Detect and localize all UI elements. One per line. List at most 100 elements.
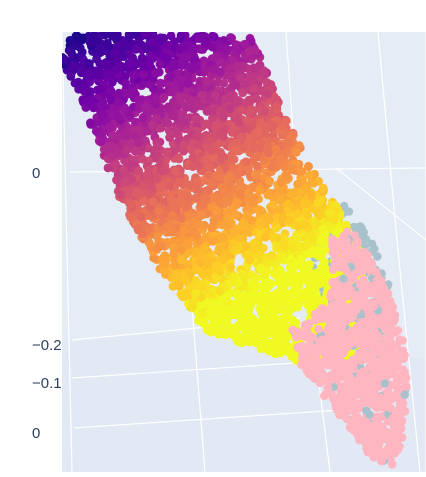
scatter-point-secondary (367, 400, 377, 409)
scatter-point-secondary (309, 372, 318, 381)
scatter-point (263, 142, 273, 151)
scatter-point (201, 155, 210, 165)
scatter-point (234, 118, 244, 128)
scatter-point (275, 297, 284, 307)
scatter-point-secondary (392, 393, 402, 402)
scatter-point (86, 118, 95, 128)
scatter-point (221, 282, 230, 292)
scatter-point-secondary (339, 246, 349, 256)
scatter-point-secondary (347, 272, 356, 282)
scatter-point (305, 249, 315, 259)
scatter-point (102, 60, 112, 70)
scatter-point-secondary (336, 325, 346, 335)
scatter-point (121, 131, 130, 140)
scatter-point (306, 190, 316, 199)
scatter-point (229, 227, 239, 237)
scatter-point (241, 157, 251, 167)
scatter-point-secondary (393, 431, 403, 441)
scatter-point (170, 166, 180, 176)
scatter-point (69, 61, 78, 71)
scatter-point (131, 44, 141, 54)
scatter-point (208, 113, 217, 123)
scatter-point (142, 126, 152, 136)
scatter-point (232, 198, 242, 207)
scatter-point (237, 269, 246, 279)
scatter-point (183, 78, 193, 88)
scatter-point (114, 98, 123, 107)
scatter-point (235, 190, 245, 199)
scatter-point-secondary (392, 382, 401, 391)
scatter-point (202, 77, 212, 87)
scatter-point-secondary (357, 250, 366, 259)
scatter-point (198, 309, 207, 319)
scatter-point-secondary (400, 367, 409, 377)
scatter-point-secondary (385, 321, 395, 330)
grid-line (395, 229, 421, 473)
scatter-point (138, 113, 148, 123)
scatter-point-secondary (347, 423, 356, 433)
scatter-point (112, 175, 121, 185)
scatter-point (255, 185, 265, 195)
scatter-point (95, 84, 105, 94)
scatter-point (281, 313, 291, 323)
scatter-point-secondary (353, 413, 362, 422)
scatter-point (98, 110, 108, 120)
scatter-point (225, 64, 234, 73)
scatter-point (84, 59, 94, 68)
scatter-point-secondary (371, 422, 381, 431)
scatter-point (253, 332, 262, 342)
scatter-point (167, 87, 176, 97)
scatter-point (138, 154, 148, 164)
scatter-point-shadow (373, 252, 382, 261)
scatter-point (225, 104, 235, 113)
scatter-point-secondary (375, 372, 385, 382)
scatter-point (151, 69, 161, 78)
scatter-point-secondary (299, 359, 309, 368)
scatter-point (168, 111, 178, 121)
scatter-point (249, 245, 258, 255)
scatter-point (94, 68, 103, 77)
scatter-point (256, 344, 266, 354)
grid-line (71, 361, 311, 379)
scatter-point (174, 280, 184, 290)
z-tick-label: −0.1 (32, 375, 62, 392)
scatter-point-secondary (372, 275, 382, 285)
scatter-point (92, 54, 101, 64)
grid-line (73, 409, 341, 429)
scatter-point (206, 290, 216, 300)
scatter-point (154, 207, 164, 216)
scatter-point (217, 310, 227, 320)
scatter-point (291, 147, 301, 157)
scatter-point (174, 177, 184, 187)
scatter-point (230, 246, 240, 256)
scatter-point (200, 193, 210, 203)
scatter-point (218, 112, 228, 122)
scatter-point-secondary (323, 337, 333, 346)
scatter-point (106, 95, 116, 105)
scatter-point-shadow (362, 406, 371, 415)
scatter-point (116, 190, 125, 199)
scatter-point (198, 251, 207, 261)
z-tick-label: 0 (32, 425, 40, 442)
scatter-point (271, 144, 281, 154)
scatter-point-secondary (367, 259, 377, 268)
scatter-point-secondary (339, 293, 348, 303)
scatter-point-shadow (400, 390, 409, 399)
scatter-point (204, 267, 214, 277)
scatter-point (256, 217, 266, 227)
scatter-point (272, 101, 282, 111)
scatter-point (282, 171, 292, 181)
scatter-point (259, 314, 269, 324)
scatter-point (243, 329, 252, 338)
scatter-point (309, 178, 319, 188)
scatter-point (211, 122, 220, 132)
scatter-point (281, 138, 291, 148)
scatter-point (262, 78, 272, 87)
scatter-point-secondary (331, 340, 340, 350)
scatter-point-shadow (339, 274, 348, 283)
scatter-point (255, 143, 265, 153)
scatter-point-secondary (328, 277, 338, 287)
scatter-point-secondary (327, 300, 337, 310)
